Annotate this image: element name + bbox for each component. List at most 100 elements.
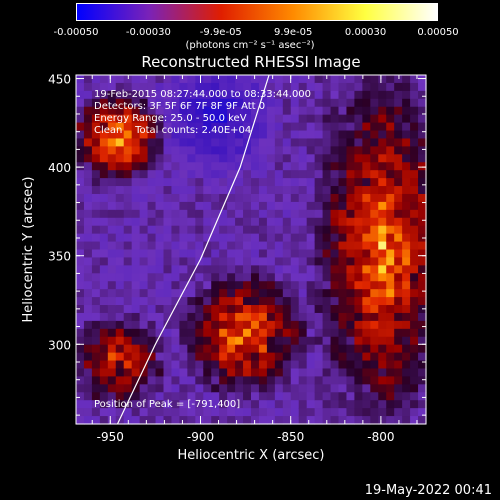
heatmap-cell [290,82,300,92]
heatmap-cell [163,376,173,385]
heatmap-cell [195,90,204,100]
heatmap-cell [410,352,419,362]
heatmap-cell [378,384,387,393]
heatmap-cell [139,130,149,140]
heatmap-cell [322,233,332,243]
heatmap-cell [306,209,316,219]
heatmap-cell [346,233,356,243]
heatmap-cell [195,376,204,385]
heatmap-cell [290,233,300,243]
heatmap-cell [418,384,427,393]
heatmap-cell [386,368,395,378]
heatmap-cell [219,344,228,354]
heatmap-cell [274,416,284,425]
heatmap-cell [203,265,212,274]
heatmap-cell [76,305,85,314]
heatmap-cell [179,416,188,425]
heatmap-cell [203,241,212,251]
heatmap-cell [274,257,284,266]
heatmap-cell [338,328,348,338]
heatmap-cell [322,178,332,187]
heatmap-cell [76,75,85,84]
heatmap-cell [354,320,363,330]
heatmap-cell [386,273,395,282]
heatmap-cell [330,273,340,282]
heatmap-cell [314,416,324,425]
heatmap-cell [251,82,260,92]
heatmap-cell [362,384,371,393]
heatmap-cell [346,352,356,362]
heatmap-cell [258,170,268,179]
heatmap-cell [394,392,403,401]
heatmap-cell [338,162,348,171]
heatmap-cell [83,193,93,203]
heatmap-cell [211,241,220,251]
heatmap-cell [187,416,196,425]
heatmap-cell [330,201,340,211]
heatmap-cell [298,297,308,306]
heatmap-cell [314,352,324,362]
heatmap-cell [346,241,356,251]
heatmap-cell [83,289,93,298]
heatmap-cell [76,360,85,370]
heatmap-cells [76,75,427,425]
heatmap-cell [330,360,340,370]
heatmap-cell [306,416,316,425]
heatmap-cell [123,106,133,116]
heatmap-cell [362,225,371,235]
heatmap-cell [163,249,173,259]
heatmap-cell [402,312,411,322]
heatmap-cell [139,281,149,290]
heatmap-cell [251,162,260,171]
heatmap-cell [179,281,188,290]
heatmap-cell [378,297,387,306]
heatmap-cell [179,209,188,219]
heatmap-cell [402,98,411,108]
heatmap-cell [131,305,141,314]
heatmap-cell [235,178,244,187]
heatmap-cell [362,336,371,346]
heatmap-cell [187,122,196,132]
heatmap-cell [99,273,109,282]
heatmap-cell [91,201,101,211]
heatmap-cell [282,193,292,203]
heatmap-cell [211,98,220,108]
heatmap-cell [195,122,204,132]
heatmap-cell [322,75,332,84]
heatmap-cell [354,336,363,346]
heatmap-cell [266,344,276,354]
heatmap-cell [115,400,125,409]
heatmap-cell [243,273,252,282]
heatmap-cell [378,98,387,108]
heatmap-cell [235,106,244,116]
heatmap-cell [227,360,236,370]
heatmap-cell [354,90,363,100]
heatmap-cell [322,400,332,409]
heatmap-cell [354,368,363,378]
heatmap-cell [179,225,188,235]
heatmap-cell [131,162,141,171]
heatmap-cell [322,344,332,354]
heatmap-cell [354,289,363,298]
heatmap-cell [282,360,292,370]
heatmap-cell [211,154,220,163]
heatmap-cell [362,281,371,290]
heatmap-cell [179,241,188,251]
heatmap-cell [258,75,268,84]
heatmap-cell [115,193,125,203]
heatmap-cell [298,384,308,393]
heatmap-cell [83,154,93,163]
heatmap-cell [330,217,340,227]
heatmap-cell [76,146,85,155]
heatmap-cell [362,114,371,124]
heatmap-cell [314,344,324,354]
heatmap-cell [418,209,427,219]
heatmap-cell [314,130,324,140]
heatmap-cell [179,289,188,298]
heatmap-cell [274,209,284,219]
heatmap-cell [378,178,387,187]
heatmap-cell [163,75,173,84]
heatmap-cell [107,98,117,108]
heatmap-cell [410,265,419,274]
heatmap-cell [139,193,149,203]
